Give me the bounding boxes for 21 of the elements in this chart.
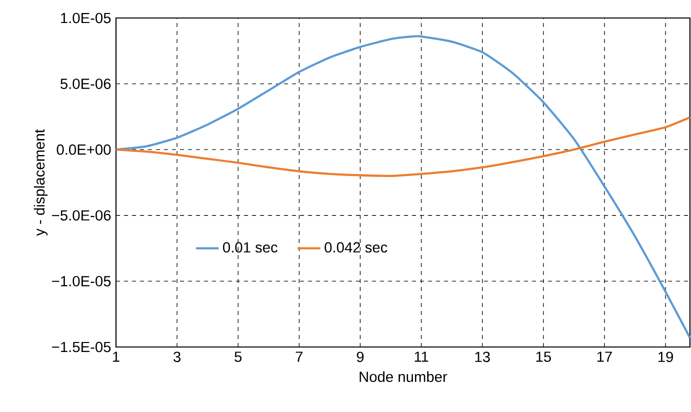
- y-tick-label: −1.0E-05: [52, 276, 111, 286]
- y-tick-label: −1.5E-05: [52, 342, 111, 352]
- y-axis-title: y - displacement: [34, 129, 48, 236]
- y-tick-label: 1.0E-05: [61, 12, 111, 24]
- x-tick-label: 13: [475, 352, 490, 362]
- x-tick-label: 5: [234, 352, 242, 362]
- x-tick-label: 1: [113, 352, 120, 362]
- legend-label: 0.01 sec: [223, 242, 278, 253]
- x-tick-label: 19: [658, 352, 673, 362]
- x-tick-label: 9: [356, 352, 364, 362]
- x-axis-title: Node number: [360, 371, 448, 382]
- legend-label: 0.042 sec: [324, 242, 388, 253]
- x-tick-label: 17: [597, 352, 612, 362]
- x-tick-label: 15: [536, 352, 551, 362]
- y-tick-label: 5.0E-06: [60, 78, 111, 90]
- y-tick-label: 0.0E+00: [56, 144, 111, 155]
- x-tick-label: 11: [414, 352, 428, 362]
- y-tick-label: −5.0E-06: [52, 210, 111, 221]
- x-tick-label: 3: [174, 352, 180, 362]
- line-series: [114, 116, 691, 177]
- x-tick-label: 7: [296, 352, 303, 362]
